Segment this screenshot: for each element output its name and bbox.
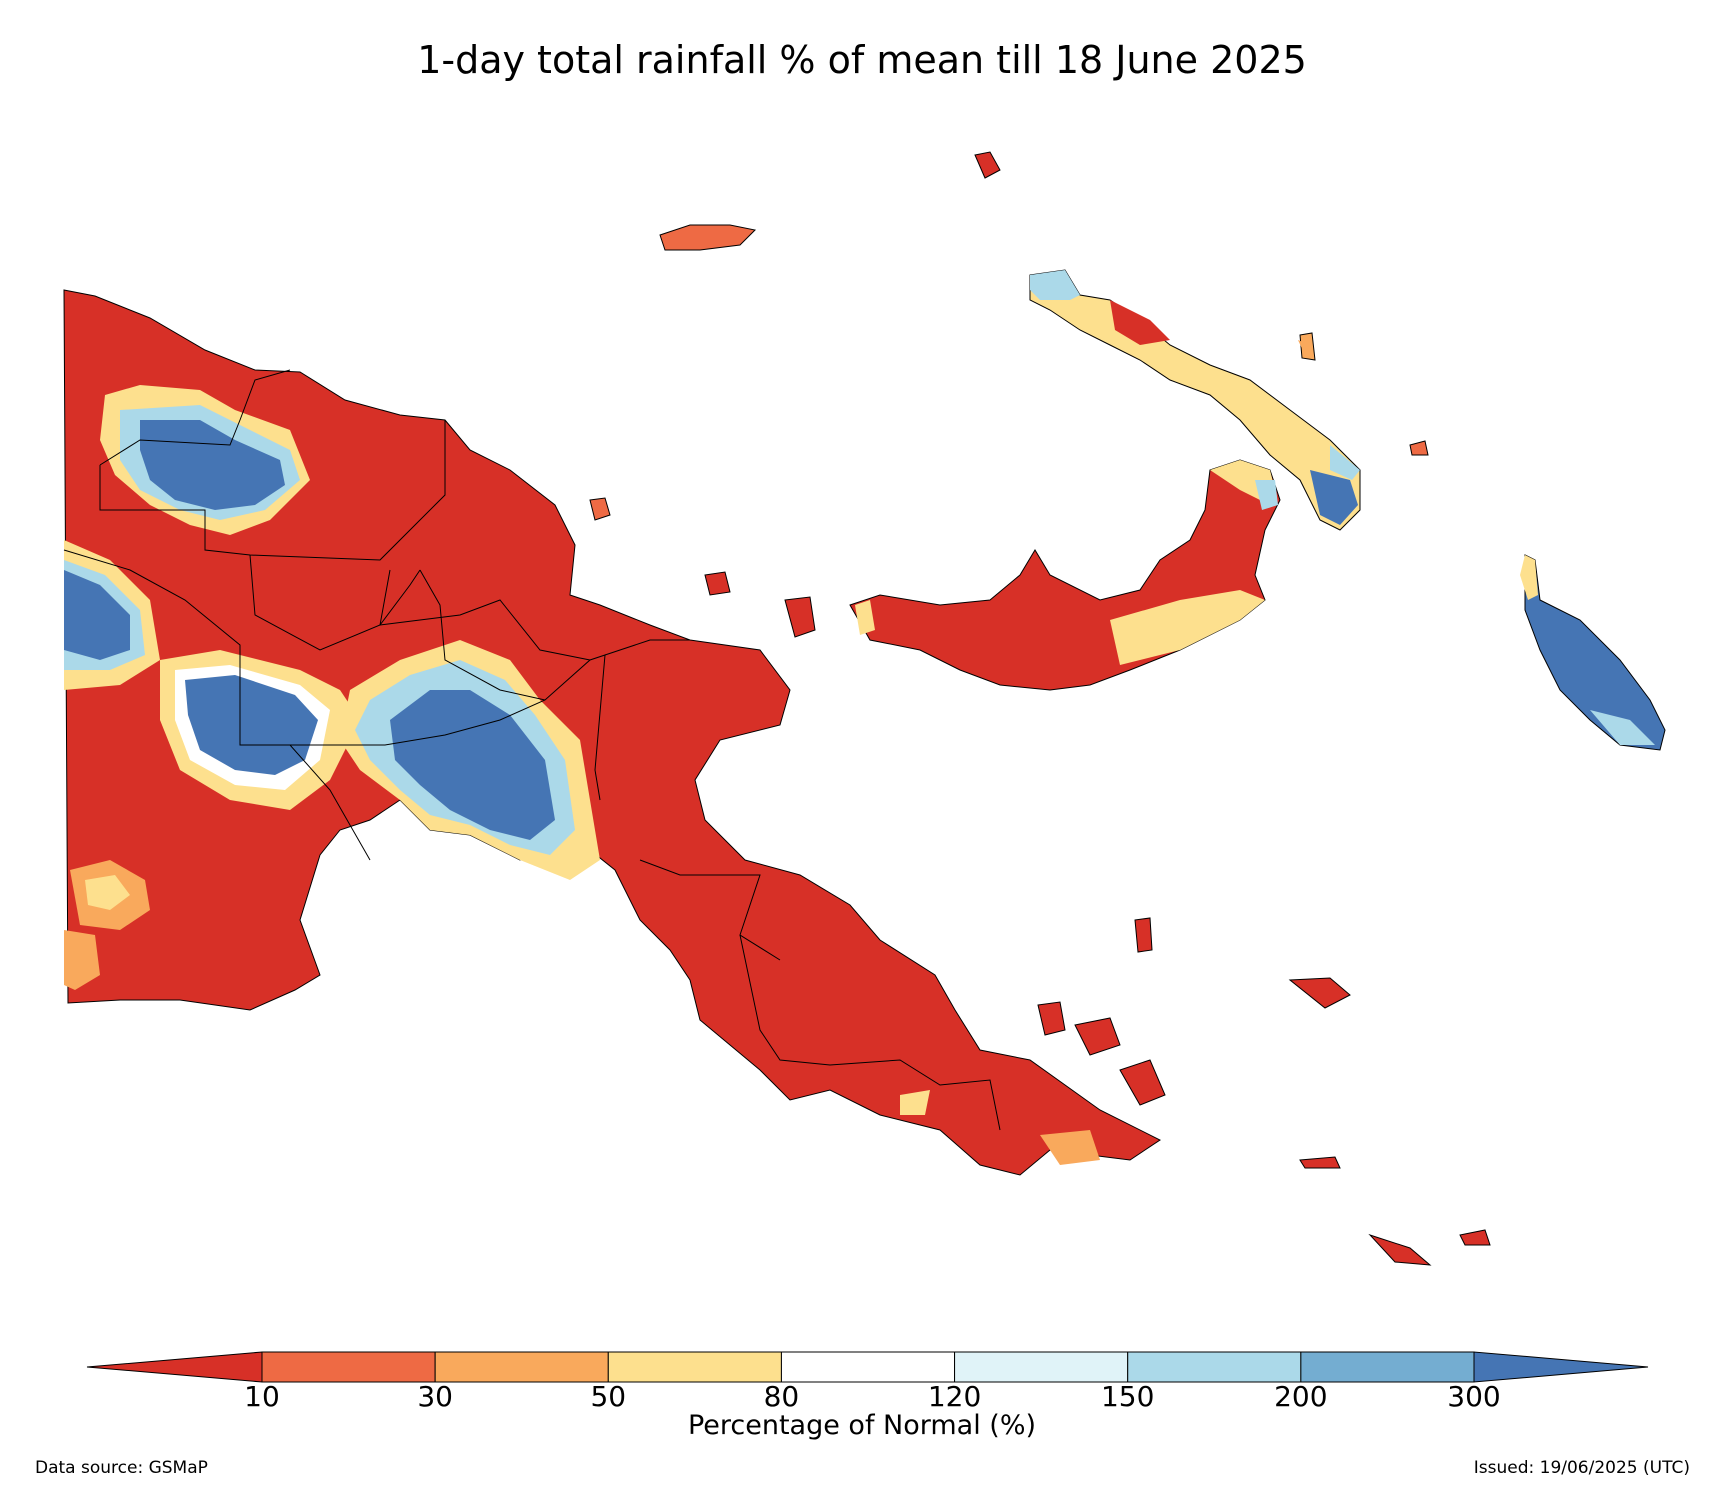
manus-island <box>659 224 757 251</box>
small-island <box>1134 917 1153 953</box>
colorbar-tick: 80 <box>763 1380 800 1413</box>
issued-date: Issued: 19/06/2025 (UTC) <box>1473 1458 1690 1478</box>
small-island <box>1368 1233 1432 1266</box>
colorbar-bin <box>434 1351 609 1383</box>
small-island <box>1299 1156 1341 1169</box>
small-island <box>1459 1229 1491 1246</box>
colorbar-bin <box>954 1351 1129 1383</box>
colorbar-tick: 120 <box>927 1380 982 1413</box>
small-island <box>1288 977 1351 1009</box>
small-island <box>1409 440 1429 456</box>
colorbar-under-arrow <box>86 1351 263 1383</box>
bougainville-landmass <box>1524 554 1666 751</box>
small-island <box>589 497 611 521</box>
colorbar-bin <box>1127 1351 1302 1383</box>
small-island <box>704 571 731 596</box>
colorbar-bin <box>607 1351 782 1383</box>
bougainville <box>1520 554 1666 751</box>
colorbar-bin <box>780 1351 956 1383</box>
mainland <box>63 289 1161 1176</box>
small-island <box>784 596 816 638</box>
province-borders <box>63 369 1001 1131</box>
colorbar-tick: 50 <box>590 1380 627 1413</box>
small-island <box>1074 1017 1121 1056</box>
colorbar-tick: 300 <box>1447 1380 1501 1413</box>
colorbar-tick: 200 <box>1274 1380 1328 1413</box>
small-island <box>1119 1059 1166 1106</box>
new-britain <box>849 459 1281 691</box>
small-island <box>974 151 1001 179</box>
colorbar-tick: 10 <box>244 1380 280 1413</box>
data-source: Data source: GSMaP <box>35 1458 208 1478</box>
mainland-landmass <box>63 289 1161 1176</box>
map-title: 1-day total rainfall % of mean till 18 J… <box>417 38 1307 82</box>
colorbar-over-arrow <box>1473 1351 1649 1383</box>
small-island <box>1298 340 1310 355</box>
colorbar-bin <box>1300 1351 1475 1383</box>
colorbar-label: Percentage of Normal (%) <box>687 1410 1037 1441</box>
colorbar-tick: 30 <box>417 1380 453 1413</box>
colorbar-tick: 150 <box>1100 1380 1155 1413</box>
colorbar-bin <box>261 1351 436 1383</box>
new-ireland <box>1029 269 1361 531</box>
small-island <box>1037 1001 1066 1036</box>
